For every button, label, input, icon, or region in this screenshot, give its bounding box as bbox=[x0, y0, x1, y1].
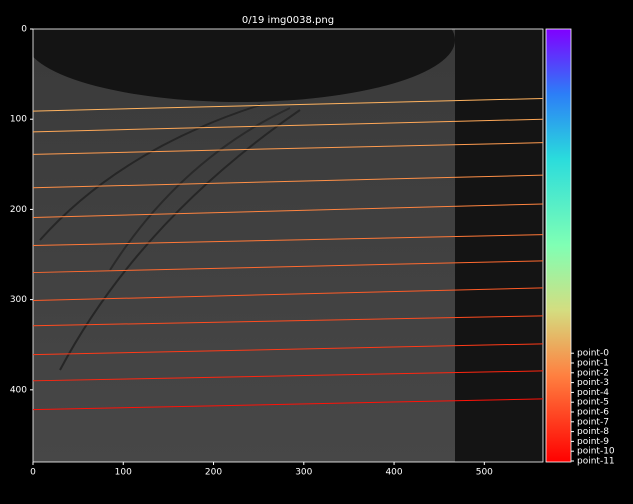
line bbox=[32, 370, 544, 382]
legend-label: point-8 bbox=[577, 427, 609, 437]
legend-label: point-11 bbox=[577, 457, 615, 467]
legend-label: point-0 bbox=[577, 349, 609, 359]
y-tick-label: 300 bbox=[10, 295, 27, 305]
y-tick-label: 100 bbox=[10, 115, 27, 125]
legend-label: point-7 bbox=[577, 417, 609, 427]
y-tick-label: 400 bbox=[10, 385, 27, 395]
y-tick-label: 200 bbox=[10, 205, 27, 215]
x-tick-label: 400 bbox=[385, 468, 402, 478]
legend-label: point-10 bbox=[577, 447, 615, 457]
line bbox=[32, 142, 544, 155]
legend-label: point-9 bbox=[577, 437, 609, 447]
line bbox=[32, 398, 544, 411]
y-tick-label: 0 bbox=[21, 25, 27, 35]
line bbox=[32, 97, 544, 112]
line bbox=[32, 343, 544, 356]
line bbox=[32, 174, 544, 189]
line bbox=[32, 118, 544, 133]
x-tick-label: 300 bbox=[295, 468, 312, 478]
x-tick-label: 200 bbox=[205, 468, 222, 478]
legend-label: point-5 bbox=[577, 398, 609, 408]
x-tick-label: 100 bbox=[115, 468, 132, 478]
legend-label: point-1 bbox=[577, 359, 609, 369]
line bbox=[32, 234, 544, 246]
legend-label: point-2 bbox=[577, 368, 609, 378]
line bbox=[32, 203, 544, 219]
legend-label: point-6 bbox=[577, 408, 609, 418]
line bbox=[32, 260, 544, 274]
x-tick-label: 500 bbox=[476, 468, 493, 478]
background-image bbox=[33, 29, 543, 462]
legend-label: point-4 bbox=[577, 388, 609, 398]
legend-label: point-3 bbox=[577, 378, 609, 388]
line bbox=[32, 315, 544, 327]
x-tick-label: 0 bbox=[30, 468, 36, 478]
chart-title: 0/19 img0038.png bbox=[242, 15, 334, 26]
colorbar bbox=[545, 28, 572, 463]
line bbox=[32, 287, 544, 302]
